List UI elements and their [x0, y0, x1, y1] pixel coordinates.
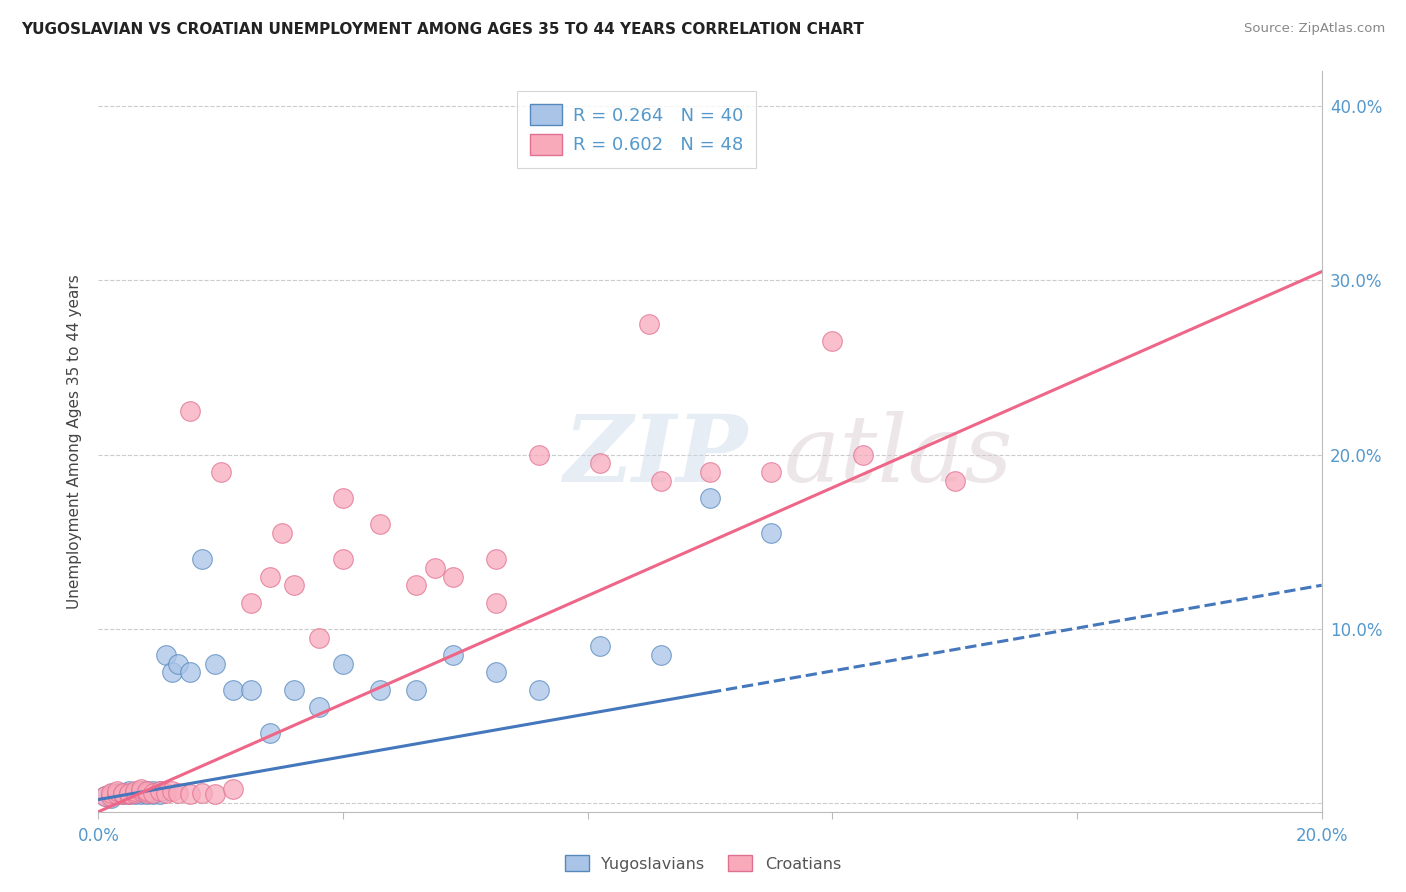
Point	[332, 491, 354, 505]
Point	[699, 465, 721, 479]
Point	[589, 456, 612, 470]
Point	[167, 657, 190, 671]
Point	[191, 786, 214, 800]
Y-axis label: Unemployment Among Ages 35 to 44 years: Unemployment Among Ages 35 to 44 years	[66, 274, 82, 609]
Point	[111, 787, 134, 801]
Point	[441, 648, 464, 662]
Point	[179, 665, 201, 680]
Point	[136, 786, 159, 800]
Point	[155, 786, 177, 800]
Point	[179, 787, 201, 801]
Point	[283, 578, 305, 592]
Point	[441, 569, 464, 583]
Point	[308, 700, 330, 714]
Point	[136, 784, 159, 798]
Point	[149, 784, 172, 798]
Point	[943, 474, 966, 488]
Point	[160, 665, 183, 680]
Text: atlas: atlas	[783, 411, 1012, 501]
Point	[209, 465, 232, 479]
Point	[100, 786, 122, 800]
Point	[308, 631, 330, 645]
Point	[136, 784, 159, 798]
Point	[105, 787, 128, 801]
Point	[699, 491, 721, 505]
Point	[240, 682, 263, 697]
Point	[191, 552, 214, 566]
Point	[259, 726, 281, 740]
Point	[129, 784, 152, 798]
Point	[259, 569, 281, 583]
Point	[650, 474, 672, 488]
Point	[852, 448, 875, 462]
Point	[527, 448, 550, 462]
Point	[405, 578, 427, 592]
Point	[142, 784, 165, 798]
Point	[100, 787, 122, 801]
Point	[124, 784, 146, 798]
Point	[93, 789, 115, 803]
Point	[485, 596, 508, 610]
Point	[204, 787, 226, 801]
Point	[111, 786, 134, 800]
Point	[142, 786, 165, 800]
Point	[240, 596, 263, 610]
Point	[222, 682, 245, 697]
Point	[142, 787, 165, 801]
Point	[118, 787, 141, 801]
Point	[270, 526, 292, 541]
Point	[368, 682, 391, 697]
Point	[93, 789, 115, 803]
Point	[637, 317, 661, 331]
Point	[368, 517, 391, 532]
Point	[129, 782, 152, 797]
Point	[111, 786, 134, 800]
Point	[118, 784, 141, 798]
Point	[332, 552, 354, 566]
Point	[155, 648, 177, 662]
Point	[105, 786, 128, 800]
Point	[100, 789, 122, 803]
Point	[759, 526, 782, 541]
Legend: Yugoslavians, Croatians: Yugoslavians, Croatians	[557, 847, 849, 880]
Text: Source: ZipAtlas.com: Source: ZipAtlas.com	[1244, 22, 1385, 36]
Point	[650, 648, 672, 662]
Point	[118, 786, 141, 800]
Point	[124, 786, 146, 800]
Point	[149, 784, 172, 798]
Point	[129, 787, 152, 801]
Point	[129, 784, 152, 798]
Point	[160, 784, 183, 798]
Point	[111, 787, 134, 801]
Text: ZIP: ZIP	[564, 411, 748, 501]
Point	[332, 657, 354, 671]
Point	[179, 404, 201, 418]
Point	[423, 561, 446, 575]
Point	[485, 552, 508, 566]
Point	[124, 787, 146, 801]
Point	[100, 790, 122, 805]
Point	[105, 784, 128, 798]
Point	[124, 786, 146, 800]
Point	[118, 787, 141, 801]
Point	[136, 787, 159, 801]
Point	[405, 682, 427, 697]
Point	[759, 465, 782, 479]
Point	[589, 639, 612, 653]
Point	[527, 682, 550, 697]
Point	[821, 334, 844, 349]
Point	[149, 787, 172, 801]
Text: YUGOSLAVIAN VS CROATIAN UNEMPLOYMENT AMONG AGES 35 TO 44 YEARS CORRELATION CHART: YUGOSLAVIAN VS CROATIAN UNEMPLOYMENT AMO…	[21, 22, 863, 37]
Point	[283, 682, 305, 697]
Point	[167, 786, 190, 800]
Point	[105, 787, 128, 801]
Point	[204, 657, 226, 671]
Legend: R = 0.264   N = 40, R = 0.602   N = 48: R = 0.264 N = 40, R = 0.602 N = 48	[517, 92, 756, 168]
Point	[485, 665, 508, 680]
Point	[222, 782, 245, 797]
